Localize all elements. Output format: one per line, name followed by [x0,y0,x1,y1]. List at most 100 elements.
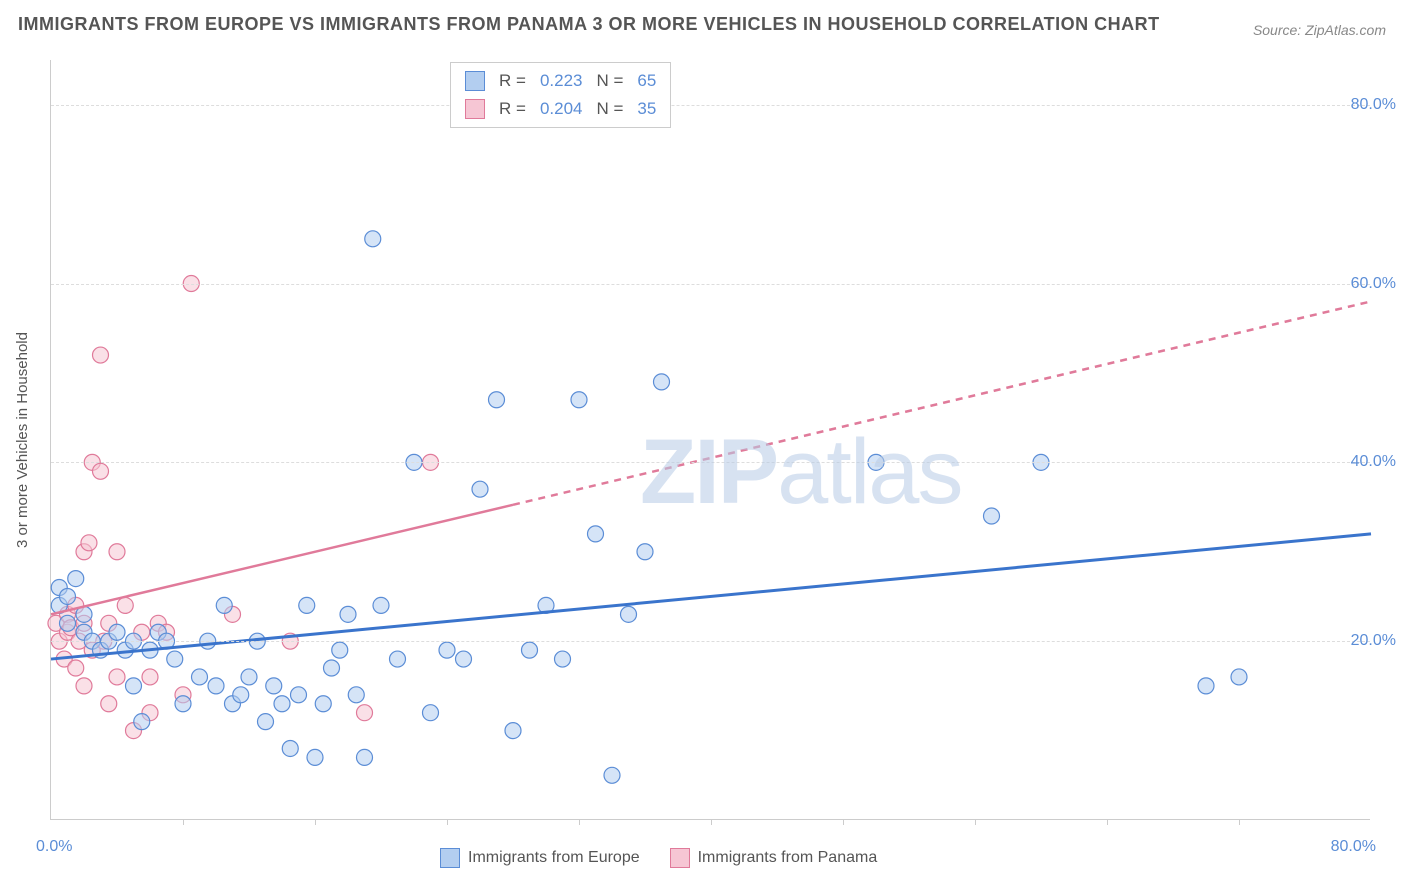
r-label: R = [499,95,526,123]
europe-point [134,714,150,730]
r-value: 0.223 [540,67,583,95]
europe-point [68,571,84,587]
europe-point [522,642,538,658]
europe-point [324,660,340,676]
europe-point [637,544,653,560]
europe-point [60,588,76,604]
europe-point [109,624,125,640]
panama-point [68,660,84,676]
panama-point [109,544,125,560]
europe-point [1231,669,1247,685]
source-attribution: Source: ZipAtlas.com [1253,22,1386,38]
europe-point [555,651,571,667]
gridline-h [51,462,1370,463]
chart-container: IMMIGRANTS FROM EUROPE VS IMMIGRANTS FRO… [0,0,1406,892]
y-tick-label: 80.0% [1351,96,1396,114]
gridline-h [51,284,1370,285]
x-tick-minor [975,819,976,825]
chart-title: IMMIGRANTS FROM EUROPE VS IMMIGRANTS FRO… [18,14,1160,35]
europe-point [373,597,389,613]
europe-point [233,687,249,703]
legend-swatch [465,71,485,91]
europe-point [505,723,521,739]
gridline-h [51,105,1370,106]
series-legend: Immigrants from Europe Immigrants from Pa… [440,848,877,868]
panama-point [76,678,92,694]
x-tick-minor [579,819,580,825]
x-tick-label: 80.0% [1331,838,1376,856]
n-value: 65 [637,67,656,95]
n-label: N = [596,67,623,95]
europe-point [984,508,1000,524]
y-axis-label: 3 or more Vehicles in Household [14,332,31,548]
x-tick-minor [1239,819,1240,825]
europe-point [1198,678,1214,694]
x-tick-minor [843,819,844,825]
europe-point [299,597,315,613]
europe-point [175,696,191,712]
x-tick-minor [183,819,184,825]
correlation-legend: R =0.223N =65R =0.204N =35 [450,62,671,128]
legend-stat-row: R = 0.223 N = 65 [465,67,656,95]
europe-point [216,597,232,613]
europe-point [456,651,472,667]
europe-point [332,642,348,658]
plot-svg [51,60,1370,819]
x-tick-label: 0.0% [36,838,72,856]
europe-point [167,651,183,667]
legend-item: Immigrants from Europe [440,848,640,868]
europe-point [315,696,331,712]
europe-point [60,615,76,631]
europe-point [654,374,670,390]
europe-point [291,687,307,703]
europe-point [266,678,282,694]
europe-point [241,669,257,685]
europe-point [126,678,142,694]
x-tick-minor [1107,819,1108,825]
panama-point [117,597,133,613]
x-tick-minor [315,819,316,825]
n-label: N = [596,95,623,123]
legend-item: Immigrants from Panama [670,848,878,868]
europe-point [208,678,224,694]
r-label: R = [499,67,526,95]
legend-swatch [465,99,485,119]
gridline-h [51,641,1370,642]
europe-point [390,651,406,667]
x-tick-minor [447,819,448,825]
panama-point [101,696,117,712]
europe-point [258,714,274,730]
panama-point [357,705,373,721]
legend-label: Immigrants from Panama [698,849,878,867]
panama-point [109,669,125,685]
panama-point [142,669,158,685]
legend-swatch [670,848,690,868]
plot-area [50,60,1370,820]
europe-point [307,749,323,765]
n-value: 35 [637,95,656,123]
y-tick-label: 20.0% [1351,632,1396,650]
x-tick-minor [711,819,712,825]
panama-point [93,463,109,479]
panama-point [93,347,109,363]
europe-point [365,231,381,247]
legend-swatch [440,848,460,868]
europe-point [274,696,290,712]
europe-point [571,392,587,408]
europe-point [192,669,208,685]
y-tick-label: 60.0% [1351,275,1396,293]
europe-point [423,705,439,721]
europe-point [282,740,298,756]
europe-point [472,481,488,497]
europe-point [340,606,356,622]
panama-point [81,535,97,551]
y-tick-label: 40.0% [1351,453,1396,471]
legend-stat-row: R =0.204N =35 [465,95,656,123]
europe-point [604,767,620,783]
europe-point [489,392,505,408]
europe-point [588,526,604,542]
europe-point [439,642,455,658]
europe-point [348,687,364,703]
legend-label: Immigrants from Europe [468,849,640,867]
europe-point [621,606,637,622]
